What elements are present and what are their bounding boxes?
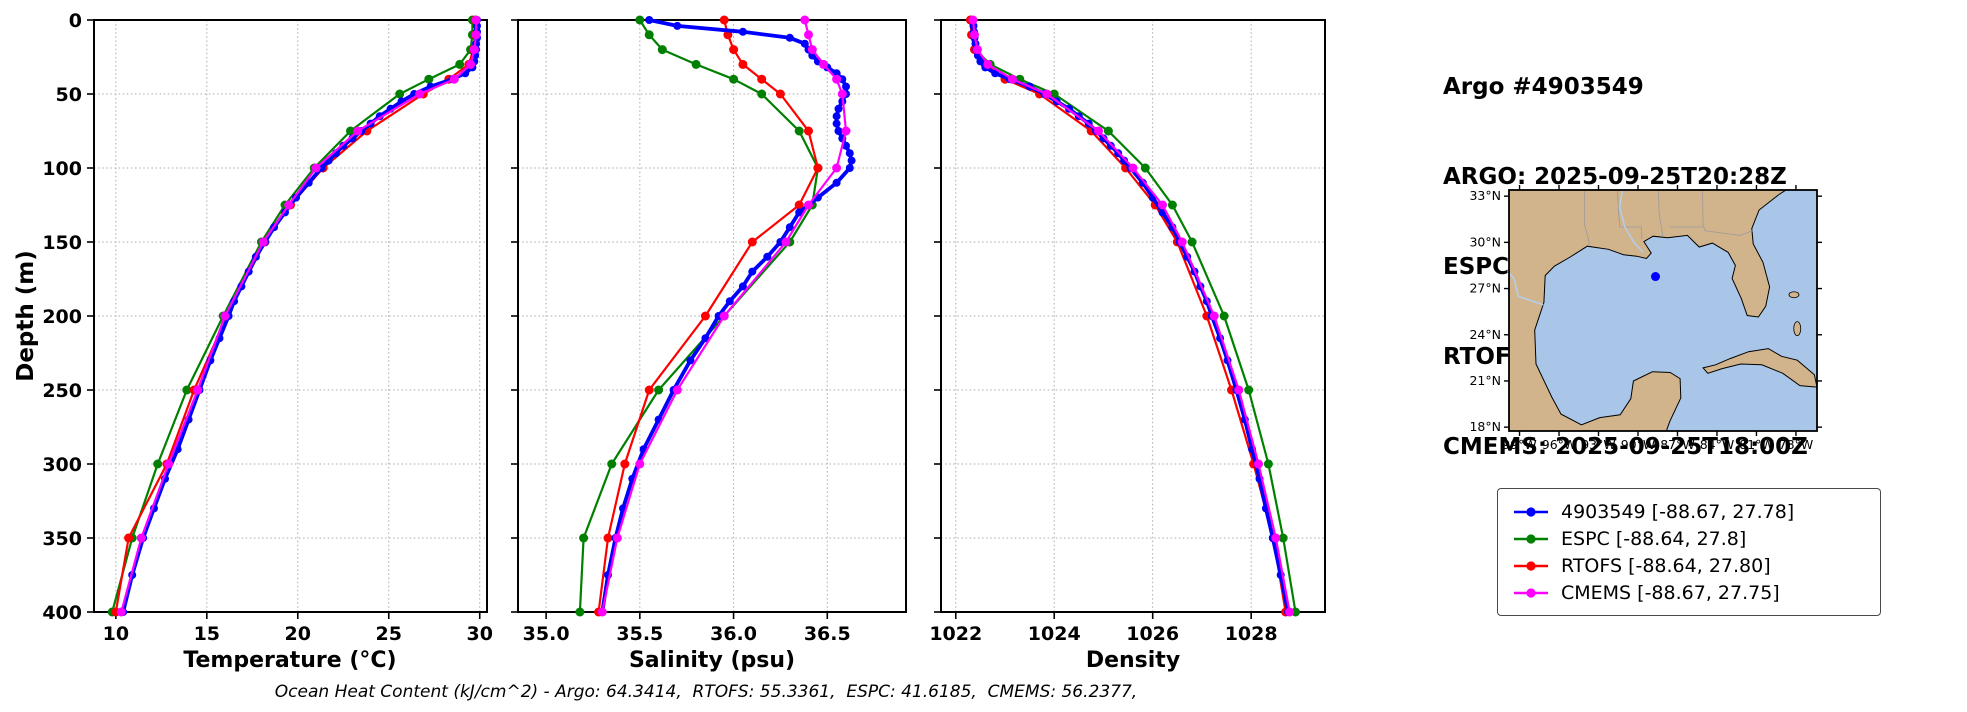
svg-text:30°N: 30°N — [1469, 234, 1501, 249]
svg-text:20: 20 — [285, 623, 311, 645]
svg-text:27°N: 27°N — [1469, 281, 1501, 296]
svg-text:10: 10 — [103, 623, 129, 645]
legend-item: CMEMS [-88.67, 27.75] — [1512, 579, 1866, 606]
svg-text:250: 250 — [42, 380, 82, 402]
svg-text:33°N: 33°N — [1469, 188, 1501, 203]
float-title: Argo #4903549 — [1443, 74, 1644, 100]
legend-item: 4903549 [-88.67, 27.78] — [1512, 498, 1866, 525]
svg-text:90°W: 90°W — [1621, 437, 1656, 452]
svg-text:400: 400 — [42, 602, 82, 624]
legend-label: RTOFS [-88.64, 27.80] — [1561, 554, 1771, 577]
svg-text:81°W: 81°W — [1739, 437, 1774, 452]
y-axis-label: Depth (m) — [13, 250, 39, 382]
density-axis-title: Density — [1085, 648, 1181, 673]
svg-text:1026: 1026 — [1126, 623, 1179, 645]
svg-text:100: 100 — [42, 158, 82, 180]
legend-line-sample — [1514, 587, 1548, 598]
legend-label: CMEMS [-88.67, 27.75] — [1561, 581, 1780, 604]
float-location-dot — [1650, 272, 1660, 282]
svg-text:87°W: 87°W — [1660, 437, 1695, 452]
svg-text:93°W: 93°W — [1581, 437, 1616, 452]
legend-line-sample — [1514, 560, 1548, 571]
svg-text:84°W: 84°W — [1700, 437, 1735, 452]
legend-item: RTOFS [-88.64, 27.80] — [1512, 552, 1866, 579]
temperature-axis-title: Temperature (°C) — [183, 648, 397, 673]
svg-text:300: 300 — [42, 454, 82, 476]
salinity-profile-chart: 35.0 35.5 36.0 36.5 — [511, 15, 907, 645]
density-profile-chart: 1022 1024 1026 1028 — [929, 15, 1326, 645]
svg-text:150: 150 — [42, 232, 82, 254]
svg-text:30: 30 — [466, 623, 492, 645]
svg-text:0: 0 — [69, 10, 82, 32]
svg-text:350: 350 — [42, 528, 82, 550]
svg-text:15: 15 — [194, 623, 220, 645]
legend-line-sample — [1514, 506, 1548, 517]
cmems-timestamp: CMEMS: 2025-09-25T18:00Z — [1443, 434, 1808, 460]
svg-text:25: 25 — [376, 623, 402, 645]
argo-timestamp: ARGO: 2025-09-25T20:28Z — [1443, 164, 1787, 190]
svg-text:99°W: 99°W — [1502, 437, 1537, 452]
svg-text:21°N: 21°N — [1469, 373, 1501, 388]
gulf-of-mexico-map: 99°W 96°W 93°W 90°W 87°W 84°W 81°W 78°W 18°N 21°N… — [1469, 185, 1822, 452]
legend-item: ESPC [-88.64, 27.8] — [1512, 525, 1866, 552]
svg-text:24°N: 24°N — [1469, 327, 1501, 342]
svg-text:96°W: 96°W — [1542, 437, 1577, 452]
svg-text:35.0: 35.0 — [523, 623, 570, 645]
legend-label: ESPC [-88.64, 27.8] — [1561, 527, 1747, 550]
svg-text:1024: 1024 — [1028, 623, 1081, 645]
salinity-axis-title: Salinity (psu) — [628, 648, 796, 673]
svg-text:35.5: 35.5 — [616, 623, 663, 645]
svg-text:1028: 1028 — [1225, 623, 1278, 645]
map-canvas: 99°W 96°W 93°W 90°W 87°W 84°W 81°W 78°W 18°N 21°N… — [1469, 185, 1822, 452]
ocean-heat-content-caption: Ocean Heat Content (kJ/cm^2) - Argo: 64.… — [274, 682, 1138, 702]
legend-line-sample — [1514, 533, 1548, 544]
svg-text:1022: 1022 — [929, 623, 982, 645]
svg-text:36.0: 36.0 — [710, 623, 757, 645]
legend-box: 4903549 [-88.67, 27.78] ESPC [-88.64, 27.… — [1497, 488, 1881, 616]
svg-text:50: 50 — [56, 84, 82, 106]
svg-text:18°N: 18°N — [1469, 419, 1501, 434]
svg-text:200: 200 — [42, 306, 82, 328]
legend-label: 4903549 [-88.67, 27.78] — [1561, 500, 1795, 523]
svg-text:78°W: 78°W — [1779, 437, 1814, 452]
svg-text:36.5: 36.5 — [804, 623, 851, 645]
